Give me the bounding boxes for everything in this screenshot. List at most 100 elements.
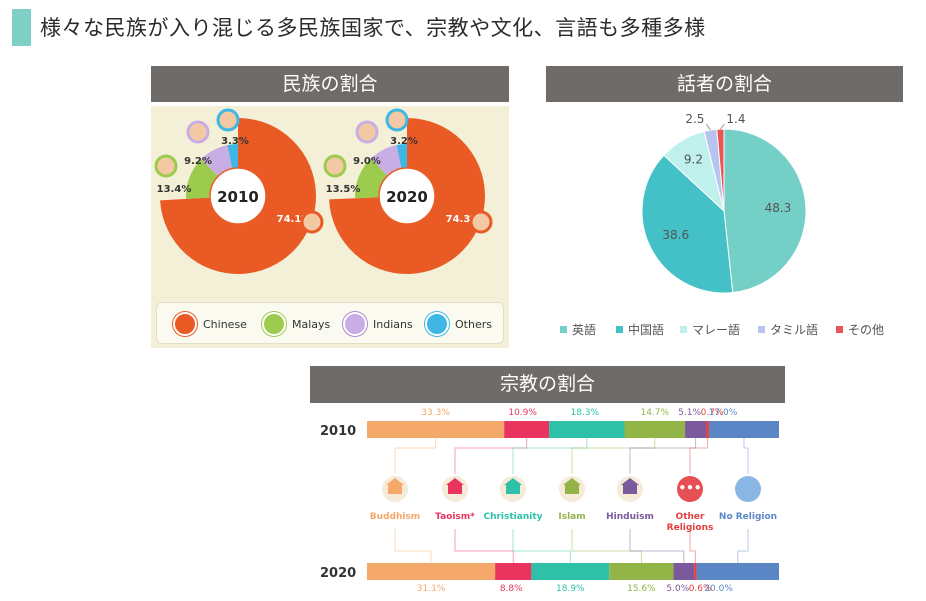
- legend-label: その他: [848, 323, 884, 337]
- hindu-temple-icon: [617, 476, 643, 502]
- more-icon: •••: [677, 476, 703, 502]
- bar-value-label: 14.7%: [640, 408, 669, 418]
- bar-segment-taoism-: [504, 421, 550, 438]
- leader-line: [705, 123, 711, 131]
- bar-value-label: 18.9%: [556, 584, 585, 594]
- page-title: 様々な民族が入り混じる多民族国家で、宗教や文化、言語も多種多様: [40, 16, 706, 40]
- icon-bg: [735, 476, 761, 502]
- legend-label: 英語: [572, 322, 596, 337]
- slice-label-2: 9.2: [684, 152, 703, 166]
- religion-chart: 2010 2020 33.3% 31.1% 10.9% 8.8% 18.3% 18.9% 14.…: [320, 408, 779, 594]
- legend-label: マレー語: [692, 322, 740, 337]
- bar-value-label: 5.0%: [666, 584, 689, 594]
- connector-line: [743, 438, 749, 474]
- ethnic-chart: 2010 74.1% 13.4% 9.2% 3.3% 2020 74.3% 13.5% 9.0%…: [154, 108, 493, 274]
- donut-year-label: 2010: [217, 188, 259, 206]
- legend-swatch: [616, 326, 623, 333]
- bar-value-label: 33.3%: [421, 408, 450, 418]
- legend-label: Chinese: [203, 317, 247, 331]
- ethnic-header: 民族の割合: [151, 66, 509, 102]
- connector-line: [689, 438, 709, 474]
- bar-segment-buddhism: [367, 563, 496, 580]
- icon-roof: [563, 478, 581, 485]
- bar-value-label: 8.8%: [500, 584, 523, 594]
- church-icon: [500, 476, 526, 502]
- others-avatar-icon: [425, 312, 449, 336]
- bar-value-label: 18.3%: [571, 408, 600, 418]
- chinese-avatar-icon: [469, 210, 493, 234]
- connector-line: [394, 438, 437, 474]
- legend-item-malays: Malays: [262, 312, 330, 336]
- legend-label: Malays: [292, 317, 331, 331]
- speakers-chart: 48.3 38.6 9.2 2.5 1.4 英語 中国語 マレー語 タミル語 その他: [560, 112, 884, 337]
- religion-name-label: Taoism*: [435, 512, 475, 522]
- leader-line: [720, 123, 725, 130]
- bar-value-label: 0.7%: [701, 408, 724, 418]
- legend-swatch: [758, 326, 765, 333]
- bar-segment-christianity: [531, 563, 610, 580]
- icon-building: [506, 485, 520, 494]
- bar-value-label: 31.1%: [417, 584, 446, 594]
- legend-label: Others: [455, 317, 492, 331]
- icon-building: [448, 485, 462, 494]
- value-label-others: 3.2%: [390, 136, 418, 147]
- connector-line: [571, 438, 656, 474]
- slice-0: [723, 128, 807, 294]
- legend-label: 中国語: [628, 322, 664, 337]
- legend-item-chinese: Chinese: [173, 312, 247, 336]
- icon-roof: [504, 478, 522, 485]
- legend-item-others: Others: [425, 312, 492, 336]
- chinese-avatar-icon: [300, 210, 324, 234]
- malays-avatar-icon: [154, 154, 178, 178]
- slice-1: [641, 154, 734, 294]
- religion-name-label: Hinduism: [606, 512, 654, 522]
- ethnic-donut-2020: 2020 74.3% 13.5% 9.0% 3.2%: [323, 108, 493, 274]
- bar-segment-hinduism: [685, 421, 707, 438]
- year-label-2010: 2010: [320, 424, 356, 439]
- value-label-malays: 13.4%: [157, 184, 192, 195]
- legend-label: タミル語: [770, 322, 818, 337]
- bar-segment-hinduism: [673, 563, 695, 580]
- bar-value-label: 5.1%: [678, 408, 701, 418]
- bar-value-label: 15.6%: [627, 584, 656, 594]
- bar-segment-other-religions: [694, 563, 697, 580]
- connector-line: [394, 529, 432, 563]
- legend-swatch: [680, 326, 687, 333]
- ellipsis-glyph: •••: [678, 481, 701, 495]
- ethnic-donut-2010: 2010 74.1% 13.4% 9.2% 3.3%: [154, 108, 324, 274]
- chinese-avatar-icon: [173, 312, 197, 336]
- slice-label-4: 1.4: [726, 112, 745, 126]
- others-avatar-icon: [385, 108, 409, 132]
- bar-value-label: 20.0%: [704, 584, 733, 594]
- bar-segment-other-religions: [706, 421, 709, 438]
- others-avatar-icon: [216, 108, 240, 132]
- donut-year-label: 2020: [386, 188, 428, 206]
- legend-label: Indians: [373, 317, 413, 331]
- legend-item-indians: Indians: [343, 312, 413, 336]
- religion-name-label: No Religion: [719, 512, 777, 522]
- connector-line: [512, 529, 571, 563]
- icon-roof: [386, 478, 404, 485]
- ethnic-legend: Chinese Malays Indians Others: [156, 302, 504, 344]
- connector-line: [689, 529, 696, 563]
- slice-label-1: 38.6: [662, 228, 689, 242]
- bar-segment-buddhism: [367, 421, 505, 438]
- value-label-chinese: 74.3%: [446, 214, 481, 225]
- donut-center: [209, 167, 267, 225]
- slice-4: [716, 128, 725, 212]
- bar-segment-islam: [609, 563, 674, 580]
- bar-segment-no-religion: [708, 421, 779, 438]
- bar-segment-islam: [624, 421, 686, 438]
- speakers-header: 話者の割合: [546, 66, 903, 102]
- religion-name-label: Islam: [558, 512, 585, 522]
- indians-avatar-icon: [355, 120, 379, 144]
- icon-roof: [621, 478, 639, 485]
- bar-value-label: 17.0%: [709, 408, 738, 418]
- mosque-icon: [559, 476, 585, 502]
- malays-avatar-icon: [262, 312, 286, 336]
- bar-value-label: 10.9%: [508, 408, 537, 418]
- connector-line: [629, 529, 685, 563]
- indians-avatar-icon: [343, 312, 367, 336]
- ethnic-panel: 2010 74.1% 13.4% 9.2% 3.3% 2020 74.3% 13.5% 9.0%…: [151, 106, 509, 348]
- religion-header: 宗教の割合: [310, 366, 785, 403]
